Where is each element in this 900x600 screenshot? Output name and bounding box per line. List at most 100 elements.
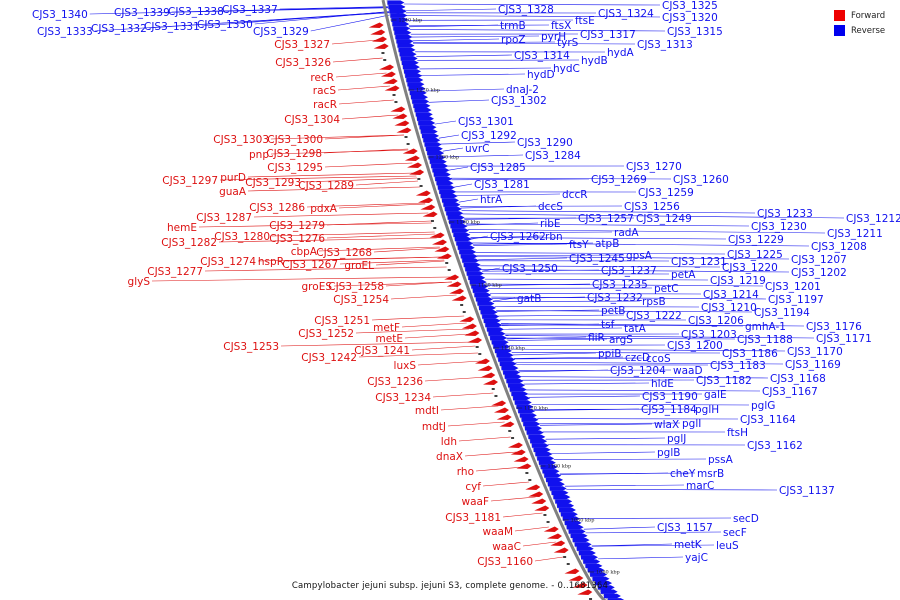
reverse-gene-label: CJS3_1219 [710,275,766,287]
legend-swatch-forward [834,10,845,21]
forward-gene-label: CJS3_1282 [161,237,217,249]
forward-gene-glyph [474,358,490,364]
reverse-gene-label: CJS3_1314 [514,50,570,62]
forward-gene-label: CJS3_1304 [284,114,340,126]
forward-gene-glyph [553,547,569,553]
reverse-leader-line [481,269,790,273]
reverse-gene-label: CJS3_1182 [696,375,752,387]
reverse-leader-line [520,376,769,379]
forward-gene-label: CJS3_1241 [354,345,410,357]
reverse-gene-glyph [459,249,477,255]
forward-gene-glyph [436,253,452,259]
reverse-gene-glyph [402,64,420,70]
reverse-gene-glyph [413,103,431,108]
forward-gene-glyph [418,197,434,203]
forward-gene-label: pnp [249,149,269,161]
reverse-leader-line [553,458,707,460]
reverse-leader-line [498,314,625,317]
reverse-gene-glyph [557,503,575,508]
forward-gene-glyph [516,463,532,469]
reverse-leader-line [451,178,590,181]
forward-leader-line [285,256,444,262]
reverse-gene-glyph [603,593,621,599]
reverse-leader-line [559,472,696,475]
reverse-gene-glyph [504,374,522,379]
label-leader-lines [89,3,845,562]
forward-gene-glyph [464,330,480,336]
scale-tick-label: 1240 kbp [398,18,422,24]
reverse-gene-label: CJS3_1170 [787,346,843,358]
reverse-gene-label: CJS3_1259 [638,187,694,199]
reverse-gene-glyph [580,555,598,560]
forward-gene-label: cbpA [291,246,318,258]
forward-gene-glyph [510,449,526,455]
reverse-gene-label: pyrH [541,31,566,43]
reverse-gene-glyph [553,494,571,500]
reverse-gene-label: CJS3_1245 [569,253,625,265]
forward-gene-glyph [446,281,462,287]
reverse-gene-label: CJS3_1331 [144,21,200,33]
reverse-gene-glyph [433,172,451,177]
reverse-gene-glyph [436,181,454,186]
forward-leader-line [534,556,564,562]
forward-gene-glyph [572,582,588,588]
reverse-gene-label: CJS3_1183 [710,360,766,372]
forward-gene-label: groEL [344,260,374,272]
forward-gene-label: CJS3_1258 [328,281,384,293]
reverse-gene-label: yajC [685,552,708,564]
scale-tick-label: 1140 kbp [501,346,525,352]
reverse-gene-glyph [578,550,596,556]
forward-gene-label: luxS [394,360,417,372]
reverse-gene-glyph [547,482,565,487]
forward-gene-label: CJS3_1234 [375,392,431,404]
reverse-gene-label: marC [686,480,714,492]
reverse-leader-line [438,134,460,139]
reverse-gene-label: rpsB [642,296,666,308]
scale-tick-label: 1220 kbp [416,88,440,94]
forward-gene-glyph [563,556,567,558]
reverse-gene-glyph [542,469,560,474]
reverse-gene-glyph [457,245,475,250]
reverse-gene-label: CJS3_1320 [662,12,718,24]
forward-leader-line [355,180,419,186]
reverse-gene-glyph [498,357,516,362]
reverse-gene-label: CJS3_1197 [768,294,824,306]
reverse-gene-label: hydD [527,69,555,81]
forward-leader-line [404,333,471,339]
reverse-gene-glyph [465,267,483,272]
reverse-gene-label: CJS3_1208 [811,241,867,253]
forward-gene-glyph [566,563,570,565]
reverse-gene-glyph [469,279,487,285]
forward-leader-line [502,512,543,518]
forward-leader-line [371,315,465,321]
reverse-gene-label: secF [723,527,747,539]
forward-leader-line [331,39,379,45]
reverse-gene-label: CJS3_1292 [461,130,517,142]
forward-gene-label: hspR [258,256,284,268]
reverse-gene-label: petA [671,269,696,281]
forward-gene-glyph [525,484,541,490]
forward-gene-glyph [396,127,412,133]
reverse-gene-label: gatB [517,293,541,305]
forward-gene-glyph [480,372,496,378]
reverse-gene-label: CJS3_1214 [703,289,759,301]
reverse-gene-label: CJS3_1225 [727,249,783,261]
reverse-gene-label: CJS3_1257 [578,213,634,225]
reverse-gene-glyph [535,451,553,457]
reverse-gene-glyph [493,344,511,349]
reverse-gene-label: ftsH [727,427,748,439]
reverse-gene-glyph [439,189,457,194]
reverse-gene-glyph [518,408,536,414]
reverse-gene-glyph [415,112,433,117]
reverse-leader-line [467,229,826,234]
reverse-gene-label: CJS3_1211 [827,228,883,240]
forward-leader-line [324,134,404,140]
reverse-gene-label: czcD [625,352,650,364]
forward-gene-glyph [460,304,464,306]
reverse-gene-label: msrB [697,468,724,480]
reverse-gene-glyph [407,82,425,87]
forward-gene-label: CJS3_1293 [245,177,301,189]
reverse-gene-glyph [592,576,610,581]
forward-gene-glyph [513,456,529,462]
reverse-gene-glyph [391,17,409,22]
